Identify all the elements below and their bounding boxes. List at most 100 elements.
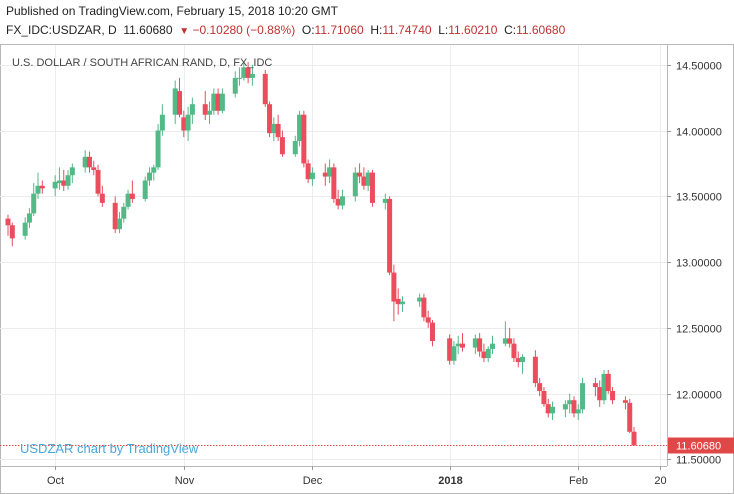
candle — [511, 338, 517, 363]
candle — [61, 169, 67, 192]
candle-body — [56, 180, 62, 184]
candle — [391, 264, 397, 322]
candle-body — [185, 114, 191, 131]
candle — [592, 377, 598, 397]
candle — [429, 319, 435, 347]
candle-body — [507, 338, 513, 344]
candle-body — [627, 402, 633, 432]
candle-body — [245, 67, 251, 78]
time-axis[interactable]: Oct Nov Dec 2018 Feb 20 — [47, 466, 667, 487]
candle-body — [202, 104, 208, 115]
candle — [571, 396, 577, 418]
candle — [116, 212, 122, 234]
candle — [395, 288, 401, 315]
candle-body — [275, 123, 281, 138]
candle-body — [99, 193, 105, 203]
high-value: 11.74740 — [382, 23, 432, 37]
candle — [627, 398, 633, 434]
candle-body — [601, 373, 607, 401]
candle — [121, 202, 127, 223]
candle — [365, 169, 371, 192]
candle — [357, 163, 363, 184]
candle — [545, 398, 551, 418]
published-line: Published on TradingView.com, February 1… — [6, 4, 338, 18]
candle-body — [125, 193, 131, 207]
candle-body — [352, 172, 358, 197]
candle-body — [597, 387, 603, 401]
candle-body — [305, 163, 311, 180]
candle-body — [151, 167, 157, 173]
candle-body — [172, 88, 178, 115]
candle — [202, 91, 208, 120]
candle — [631, 426, 637, 446]
price-axis[interactable]: 14.50000 14.00000 13.50000 13.00000 12.50000… — [667, 61, 722, 467]
candle-body — [382, 198, 388, 203]
candle-body — [532, 356, 538, 384]
candle — [56, 167, 62, 190]
candle — [532, 350, 538, 388]
candle — [567, 393, 573, 414]
candle-body — [249, 73, 255, 78]
candle-body — [550, 406, 556, 414]
candle — [335, 189, 341, 210]
last-price-tag — [668, 437, 734, 454]
candle-body — [331, 167, 337, 199]
candle — [301, 110, 307, 168]
time-tick-label: Oct — [47, 475, 64, 487]
candle-body — [91, 167, 97, 170]
candle — [601, 369, 607, 405]
symbol-ohlc-line: FX_IDC:USDZAR, D 11.60680 ▼ −0.10280 (−0… — [6, 23, 565, 37]
candle — [490, 335, 496, 355]
close-label: C: — [504, 23, 517, 37]
time-tick-label: Nov — [175, 475, 195, 487]
candle — [95, 164, 101, 197]
candle-body — [52, 181, 58, 189]
high-label: H: — [370, 23, 383, 37]
candle-body — [455, 343, 461, 347]
time-tick-label: 20 — [654, 475, 666, 487]
candle-body — [459, 343, 465, 348]
candle — [5, 214, 11, 236]
candle — [382, 193, 388, 210]
candle — [237, 67, 243, 86]
candle — [580, 377, 586, 414]
candle-body — [297, 114, 303, 142]
price-tick-label: 12.50000 — [676, 324, 722, 336]
candle — [207, 101, 213, 124]
chart-title: U.S. DOLLAR / SOUTH AFRICAN RAND, D, FX_… — [12, 57, 272, 69]
candle — [451, 341, 457, 365]
candle — [520, 354, 526, 374]
candle-body — [309, 172, 315, 180]
candle — [352, 167, 358, 202]
candle — [271, 117, 277, 142]
candle-body — [95, 169, 101, 194]
candle-body — [541, 391, 547, 405]
candle — [322, 163, 328, 186]
price-tick-label: 14.50000 — [676, 61, 722, 73]
candle-body — [361, 176, 367, 186]
candle-body — [207, 110, 213, 115]
chart-frame — [0, 44, 734, 494]
candle-body — [219, 93, 225, 111]
candle-body — [155, 130, 161, 168]
candle-body — [605, 373, 611, 392]
candle — [292, 135, 298, 157]
candle-body — [65, 175, 71, 186]
candle-body — [189, 104, 195, 115]
candle — [185, 106, 191, 142]
candle-body — [545, 404, 551, 414]
price-tick-label: 12.00000 — [676, 390, 722, 402]
candle — [112, 196, 118, 234]
candle-body — [485, 348, 491, 359]
candle — [241, 62, 247, 81]
gridlines — [0, 45, 667, 466]
candle-body — [562, 404, 568, 410]
last-price-tag-text: 11.60680 — [676, 441, 721, 453]
candle-body — [31, 193, 37, 214]
candle-body — [112, 202, 118, 230]
candle — [65, 169, 71, 190]
price-tick-label: 13.00000 — [676, 258, 722, 270]
candle — [151, 164, 157, 181]
watermark[interactable]: USDZAR chart by TradingView — [20, 441, 199, 456]
